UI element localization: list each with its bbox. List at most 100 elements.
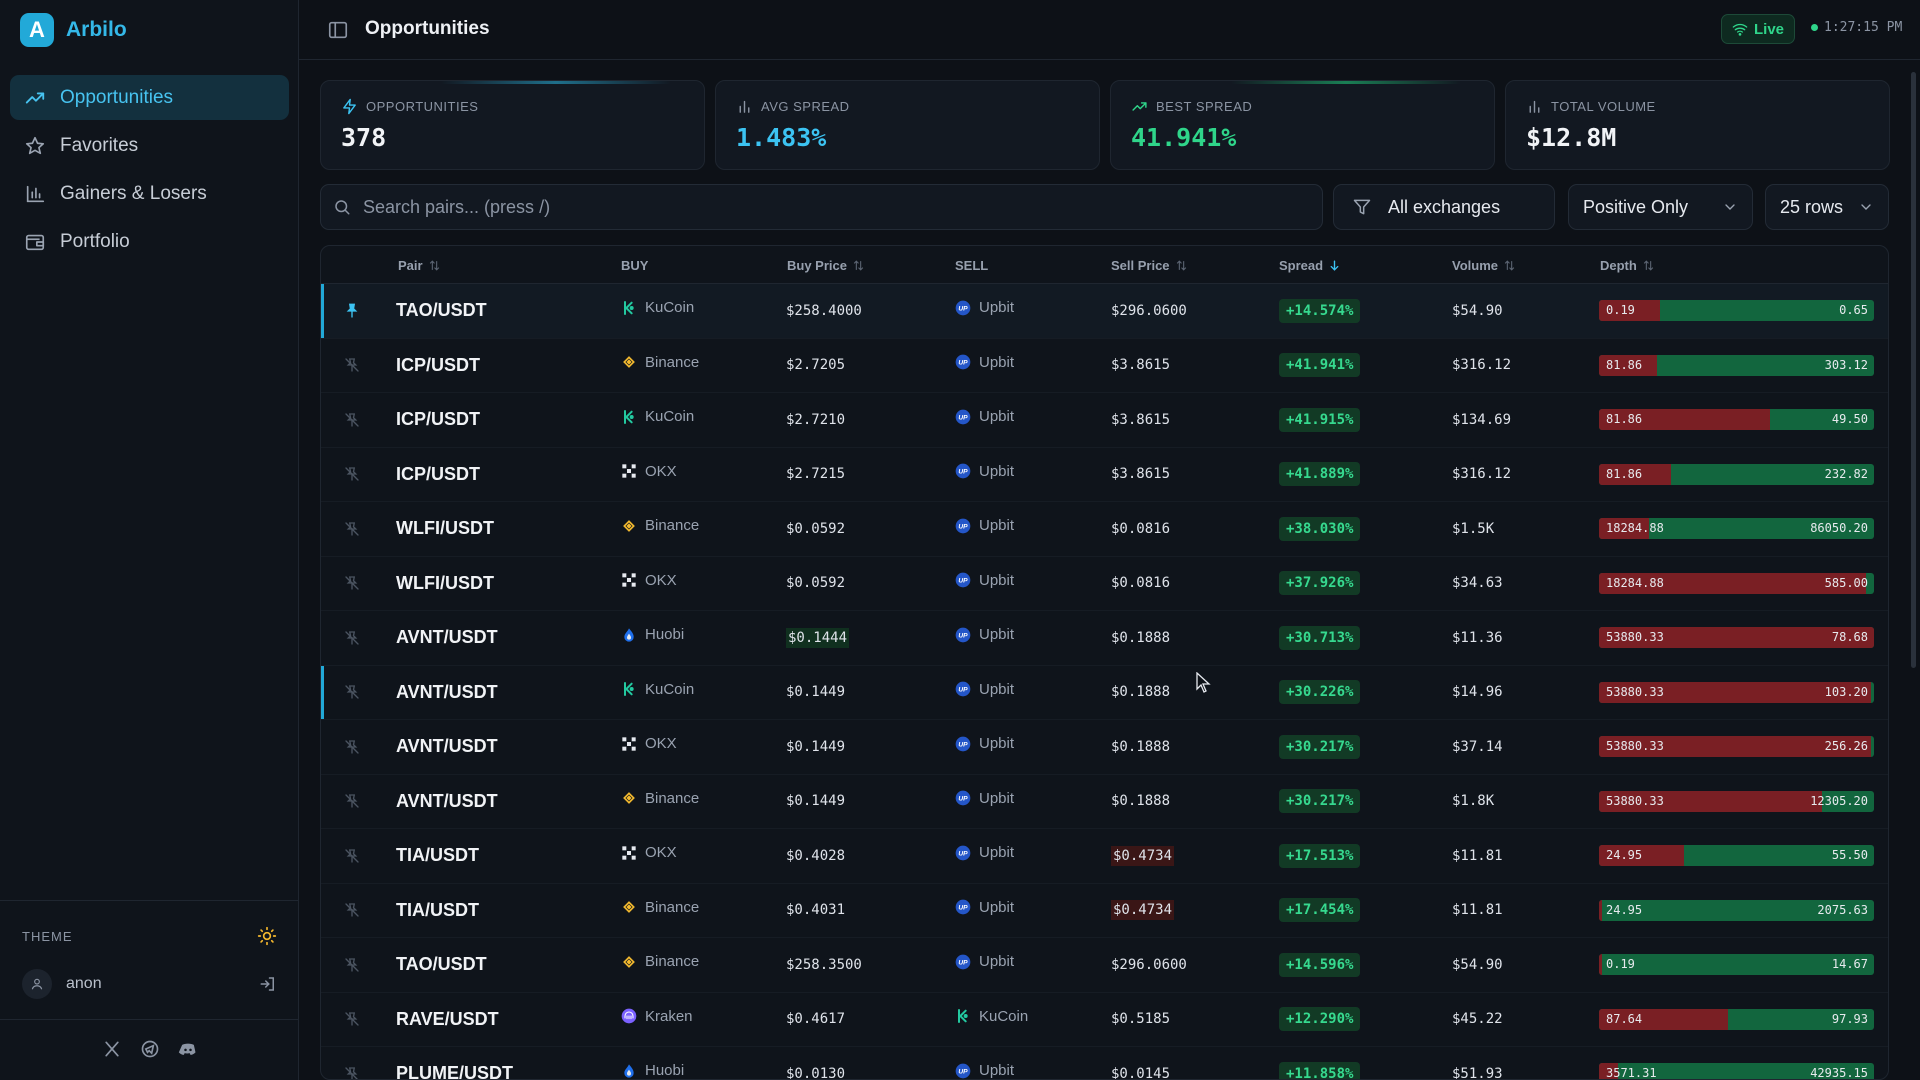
svg-text:UP: UP [958,905,968,912]
column-header-pair[interactable]: Pair [398,258,441,273]
column-label: SELL [955,258,989,273]
buy-exchange-name: OKX [645,844,677,862]
upbit-icon: UP [955,463,971,479]
sidebar-item-opportunities[interactable]: Opportunities [10,75,289,120]
sell-exchange-name: Upbit [979,735,1015,753]
upbit-icon: UP [955,1063,971,1079]
table-row[interactable]: RAVE/USDT Kraken $0.4617 KuCoin $0.5185 +12.2… [321,993,1888,1047]
table-row[interactable]: AVNT/USDT OKX $0.1449 UP Upbit $0.1888 +30.217… [321,720,1888,775]
mouse-cursor-icon [1196,672,1211,693]
rows-select-value: 25 rows [1780,196,1844,217]
sell-exchange-name: Upbit [979,353,1015,371]
upbit-icon: UP [955,736,971,752]
column-header-buy-price[interactable]: Buy Price [787,258,865,273]
table-row[interactable]: TAO/USDT KuCoin $258.4000 UP Upbit $296.0600 +… [321,284,1888,339]
sell-exchange-name: Upbit [979,462,1015,480]
pin-button[interactable] [341,666,363,720]
pin-button[interactable] [341,393,363,447]
binance-icon [621,954,637,970]
scrollbar[interactable] [1911,72,1916,668]
pin-button[interactable] [341,339,363,393]
table-row[interactable]: ICP/USDT Binance $2.7205 UP Upbit $3.8615 +41.… [321,339,1888,393]
sidebar-item-favorites[interactable]: Favorites [10,123,289,168]
spread-filter-select[interactable]: Positive Only [1568,184,1753,230]
search-box[interactable] [320,184,1323,230]
buy-price: $0.1444 [786,627,850,648]
depth-bar: 81.86 49.50 [1599,393,1874,447]
sidebar-item-portfolio[interactable]: Portfolio [10,219,289,264]
rows-select[interactable]: 25 rows [1765,184,1889,230]
pin-button[interactable] [341,284,363,338]
pair-name: RAVE/USDT [396,1008,499,1029]
sell-price: $0.4734 [1111,845,1175,866]
social-links [102,1039,198,1059]
pin-button[interactable] [341,829,363,883]
stat-value: 41.941% [1131,123,1237,152]
sort-icon [429,260,439,271]
pin-button[interactable] [341,1047,363,1079]
buy-price: $258.3500 [786,956,862,973]
column-header-depth[interactable]: Depth [1600,258,1655,273]
binance-icon [621,899,637,915]
pin-button[interactable] [341,502,363,556]
logout-icon[interactable] [259,975,277,993]
pin-button[interactable] [341,611,363,665]
telegram-icon[interactable] [140,1039,160,1059]
buy-exchange-name: OKX [645,571,677,589]
upbit-icon: UP [955,845,971,861]
pin-off-icon [343,792,361,810]
pin-button[interactable] [341,720,363,774]
sidebar-item-label: Gainers & Losers [60,182,207,204]
buy-price: $0.4031 [786,902,846,919]
pin-button[interactable] [341,775,363,829]
table-row[interactable]: AVNT/USDT Binance $0.1449 UP Upbit $0.1888 +30… [321,775,1888,829]
stat-label: TOTAL VOLUME [1551,99,1656,114]
okx-icon [621,736,637,752]
buy-exchange-name: KuCoin [645,408,695,426]
search-icon [335,200,350,215]
svg-text:UP: UP [958,523,968,530]
search-input[interactable] [363,196,1263,218]
table-row[interactable]: PLUME/USDT Huobi $0.0130 UP Upbit $0.0145 +11.… [321,1047,1888,1079]
table-row[interactable]: ICP/USDT OKX $2.7215 UP Upbit $3.8615 +41.889%… [321,448,1888,502]
pin-button[interactable] [341,993,363,1047]
table-row[interactable]: WLFI/USDT OKX $0.0592 UP Upbit $0.0816 +37.926… [321,557,1888,611]
table-row[interactable]: TIA/USDT Binance $0.4031 UP Upbit $0.4734 +17.… [321,884,1888,938]
table-row[interactable]: AVNT/USDT Huobi $0.1444 UP Upbit $0.1888 +30.7… [321,611,1888,666]
table-row[interactable]: ICP/USDT KuCoin $2.7210 UP Upbit $3.8615 +41.9… [321,393,1888,448]
pin-button[interactable] [341,448,363,502]
stat-card-avg-spread: AVG SPREAD 1.483% [715,80,1100,170]
table-row[interactable]: TIA/USDT OKX $0.4028 UP Upbit $0.4734 +17.513%… [321,829,1888,884]
upbit-icon: UP [955,354,971,370]
stat-card-total-volume: TOTAL VOLUME $12.8M [1505,80,1890,170]
upbit-icon: UP [955,572,971,588]
pin-button[interactable] [341,557,363,611]
table-row[interactable]: TAO/USDT Binance $258.3500 UP Upbit $296.0600… [321,938,1888,993]
sell-exchange: UP Upbit [955,499,1014,553]
discord-icon[interactable] [178,1039,198,1059]
buy-price: $2.7205 [786,357,846,374]
table-row[interactable]: WLFI/USDT Binance $0.0592 UP Upbit $0.0816 +38… [321,502,1888,557]
sidebar-toggle-icon[interactable] [327,19,349,41]
column-header-volume[interactable]: Volume [1452,258,1516,273]
sort-icon [1176,260,1186,271]
x-icon[interactable] [102,1039,122,1059]
binance-icon [621,518,637,534]
volume: $37.14 [1452,738,1503,755]
pin-button[interactable] [341,938,363,992]
column-header-sell-price[interactable]: Sell Price [1111,258,1188,273]
depth-bar: 87.64 97.93 [1599,993,1874,1047]
buy-exchange-name: OKX [645,462,677,480]
sidebar-item-gainers-losers[interactable]: Gainers & Losers [10,171,289,216]
arrow-down-icon [1330,260,1339,271]
exchange-filter[interactable]: All exchanges [1333,184,1555,230]
buy-exchange: KuCoin [621,663,694,717]
brand[interactable]: A Arbilo [20,12,127,48]
pin-button[interactable] [341,884,363,938]
column-header-spread[interactable]: Spread [1279,258,1341,273]
sell-exchange: UP Upbit [955,608,1014,662]
pair-name: AVNT/USDT [396,681,498,702]
live-badge[interactable]: Live [1721,14,1796,44]
table-row[interactable]: AVNT/USDT KuCoin $0.1449 UP Upbit $0.1888 +30.… [321,663,1888,720]
sun-icon[interactable] [257,926,277,946]
